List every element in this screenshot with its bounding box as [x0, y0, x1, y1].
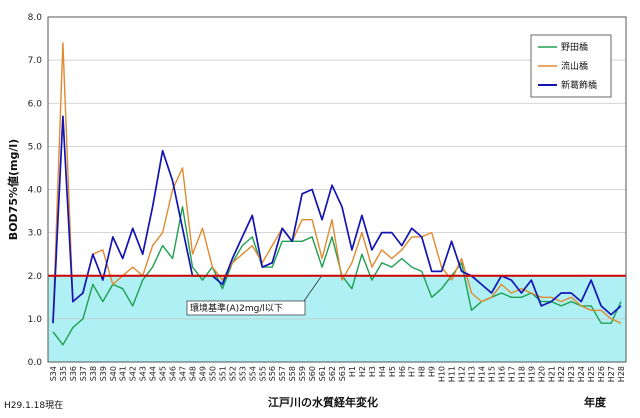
y-tick-labels: 0.0 1.0 2.0 3.0 4.0 5.0 6.0 7.0 8.0 — [28, 13, 43, 368]
x-tick-label: S63 — [338, 366, 347, 381]
y-axis-label: BOD75%値(mg/l) — [6, 139, 20, 240]
x-tick-label: H27 — [607, 366, 616, 382]
x-tick-label: S42 — [129, 366, 138, 381]
x-tick-label: S52 — [228, 366, 237, 381]
x-tick-label: H2 — [358, 366, 367, 377]
y-tick-label: 8.0 — [28, 13, 43, 23]
x-tick-label: H20 — [537, 366, 546, 382]
y-tick-label: 0.0 — [28, 358, 43, 368]
x-tick-label: S39 — [99, 366, 108, 381]
x-tick-label: H11 — [448, 366, 457, 382]
x-tick-label: S61 — [318, 366, 327, 381]
series-line — [52, 42, 622, 324]
y-tick-label: 5.0 — [28, 142, 43, 152]
standard-annotation-leader — [303, 276, 322, 302]
x-tick-label: S47 — [179, 366, 188, 381]
x-tick-label: H7 — [408, 366, 417, 377]
x-tick-label: H15 — [488, 366, 497, 382]
x-tick-label: H16 — [497, 366, 506, 382]
legend-label: 流山橋 — [561, 60, 588, 72]
standard-annotation-label: 環境基準(A)2mg/l以下 — [190, 302, 283, 314]
x-tick-label: S46 — [169, 366, 178, 381]
x-tick-label: S43 — [139, 366, 148, 381]
x-tick-label: S55 — [258, 366, 267, 381]
x-tick-label: S37 — [79, 366, 88, 381]
x-tick-label: S40 — [109, 366, 118, 381]
y-tick-label: 6.0 — [28, 99, 43, 109]
standard-annotation: 環境基準(A)2mg/l以下 — [186, 276, 322, 316]
y-tick-label: 3.0 — [28, 229, 43, 239]
x-tick-label: H12 — [458, 366, 467, 382]
x-tick-label: S53 — [238, 366, 247, 381]
x-tick-label: H28 — [617, 366, 626, 382]
x-tick-label: H1 — [348, 366, 357, 377]
x-tick-label: S50 — [208, 366, 217, 381]
y-tick-label: 2.0 — [28, 272, 43, 282]
x-tick-label: H23 — [567, 366, 576, 382]
x-tick-label: S36 — [69, 366, 78, 381]
x-tick-label: S62 — [328, 366, 337, 381]
x-tick-label: S48 — [189, 366, 198, 381]
x-tick-label: H19 — [527, 366, 536, 382]
x-tick-label: H21 — [547, 366, 556, 382]
x-tick-label: S41 — [119, 366, 128, 381]
x-tick-label: S35 — [59, 366, 68, 381]
x-tick-label: S51 — [218, 366, 227, 381]
x-tick-label: H13 — [468, 366, 477, 382]
date-note: H29.1.18現在 — [4, 399, 63, 411]
x-tick-label: S45 — [159, 366, 168, 381]
y-tick-label: 7.0 — [28, 56, 43, 66]
x-tick-label: H24 — [577, 366, 586, 382]
x-tick-label: S56 — [268, 366, 277, 381]
x-tick-label: S60 — [308, 366, 317, 381]
x-tick-label: S38 — [89, 366, 98, 381]
x-tick-label: H3 — [368, 366, 377, 377]
plot-border — [47, 16, 627, 363]
x-tick-label: S57 — [278, 366, 287, 381]
y-tick-label: 4.0 — [28, 186, 43, 196]
x-tick-label: H18 — [517, 366, 526, 382]
x-tick-label: S54 — [248, 366, 257, 381]
x-tick-label: S44 — [149, 366, 158, 381]
gridlines — [48, 59, 626, 320]
x-axis-label: 年度 — [584, 395, 607, 409]
legend-label: 新葛飾橋 — [561, 79, 597, 91]
series-line — [52, 206, 622, 346]
standard-annotation-box — [186, 300, 306, 316]
x-tick-label: H4 — [378, 366, 387, 377]
x-tick-label: H8 — [418, 366, 427, 377]
x-tick-label: H10 — [438, 366, 447, 382]
x-tick-label: H5 — [388, 366, 397, 377]
x-tick-label: H14 — [478, 366, 487, 382]
x-tick-label: S58 — [288, 366, 297, 381]
x-tick-label: H17 — [507, 366, 516, 382]
legend-label: 野田橋 — [561, 41, 588, 53]
chart-title: 江戸川の水質経年変化 — [268, 395, 378, 409]
series-line — [52, 115, 622, 324]
x-tick-label: H9 — [428, 366, 437, 377]
x-tick-label: H6 — [398, 366, 407, 377]
series-lines — [52, 42, 622, 346]
y-tick-label: 1.0 — [28, 315, 43, 325]
x-tick-label: S49 — [199, 366, 208, 381]
x-tick-label: H22 — [557, 366, 566, 382]
x-tick-label: S34 — [49, 366, 58, 381]
x-tick-label: S59 — [298, 366, 307, 381]
x-tick-label: H25 — [587, 366, 596, 382]
x-tick-label: H26 — [597, 366, 606, 382]
x-tick-labels: S34 S35 S36 S37 S38 S39 S40 S41 S42 S43 S44 S45 S46 S… — [49, 366, 626, 382]
